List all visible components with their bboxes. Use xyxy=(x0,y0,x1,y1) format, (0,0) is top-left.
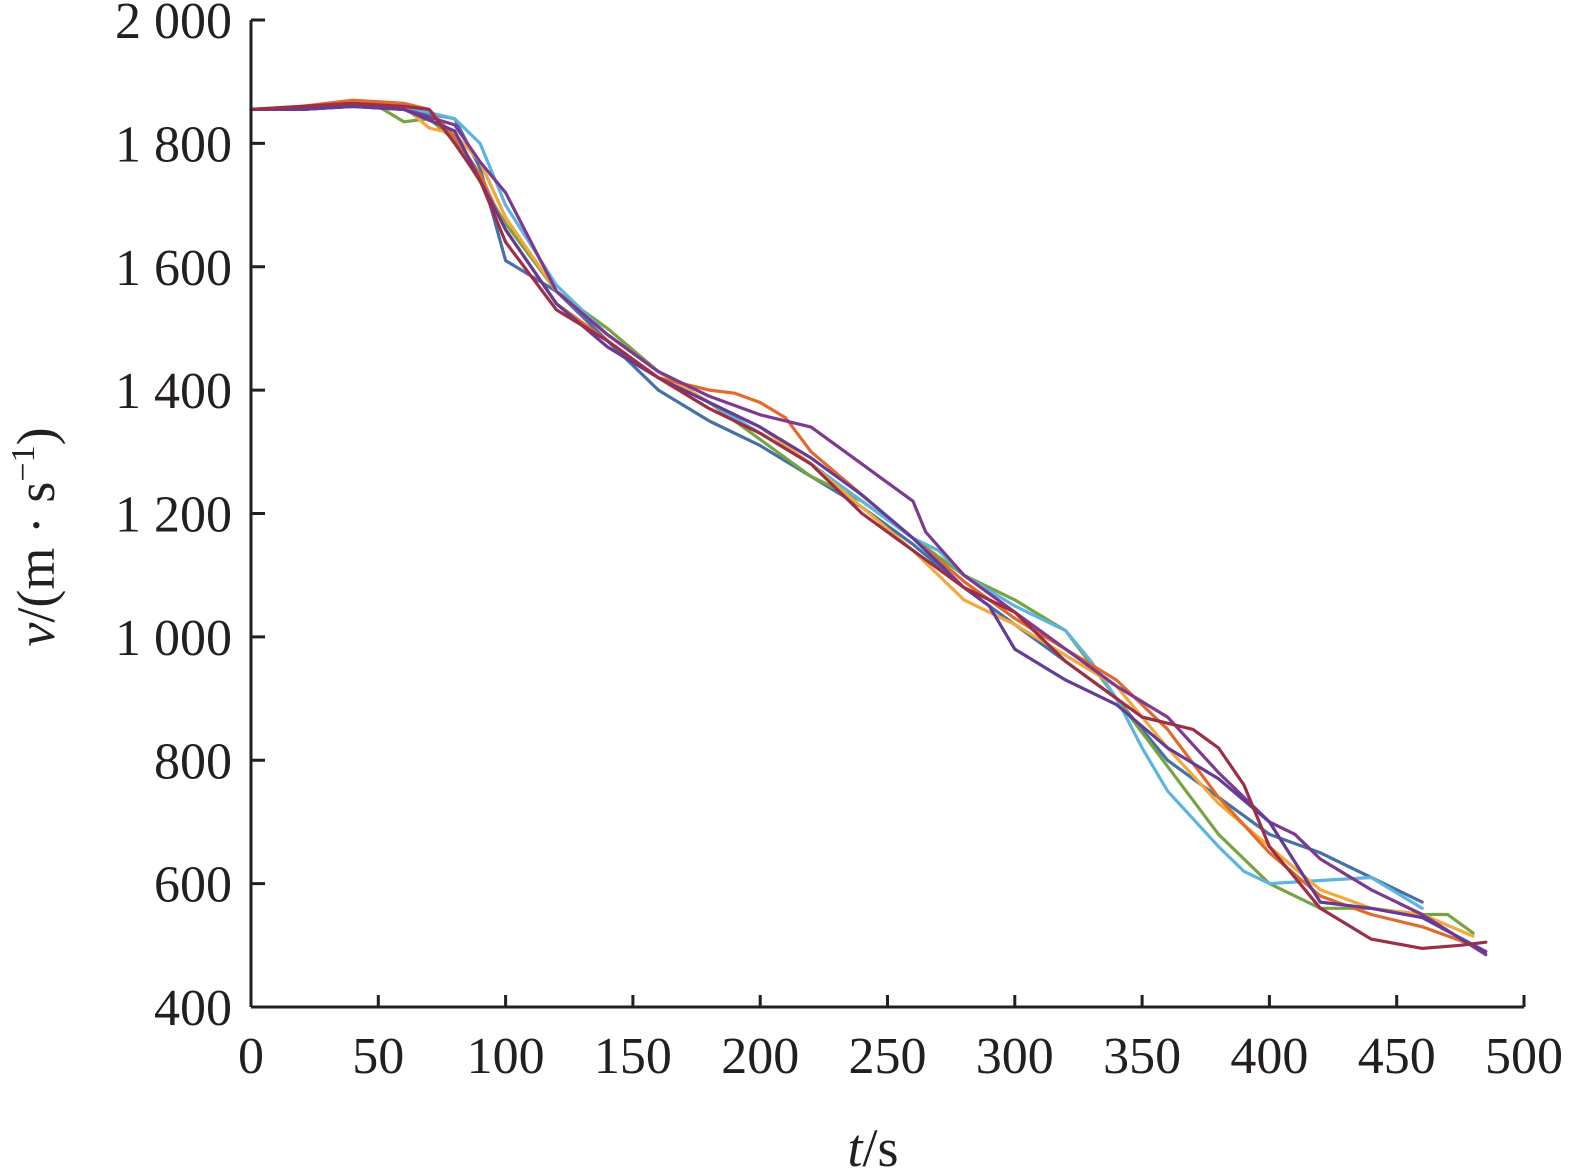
x-tick-label: 200 xyxy=(721,1028,799,1085)
series-line-6 xyxy=(249,104,1488,957)
y-tick-label: 2 000 xyxy=(115,0,232,50)
x-tick-label: 500 xyxy=(1485,1028,1563,1085)
y-tick-label: 1 600 xyxy=(115,240,232,297)
series-line-1 xyxy=(249,104,1424,904)
y-tick-label: 1 200 xyxy=(115,487,232,544)
y-axis-title: v/(m · s−1) xyxy=(5,427,66,646)
series-line-7 xyxy=(249,104,1488,954)
series-line-2 xyxy=(249,104,1475,935)
x-tick-label: 350 xyxy=(1103,1028,1181,1085)
y-tick-label: 1 400 xyxy=(115,363,232,420)
y-tick-label: 600 xyxy=(154,857,232,914)
x-tick-label: 400 xyxy=(1230,1028,1308,1085)
x-tick-label: 300 xyxy=(976,1028,1054,1085)
y-tick-label: 800 xyxy=(154,733,232,790)
x-axis-title: t/s xyxy=(847,1118,898,1174)
series-line-4 xyxy=(249,101,1475,938)
y-tick-label: 400 xyxy=(154,980,232,1037)
x-tick-label: 50 xyxy=(352,1028,404,1085)
x-tick-label: 100 xyxy=(467,1028,545,1085)
series-line-8 xyxy=(249,101,1488,951)
x-tick-label: 450 xyxy=(1358,1028,1436,1085)
ticks: 0 50 100 150 200 250 300 350 400 450 500 400 600 800 1… xyxy=(115,0,1563,1085)
series-layer xyxy=(249,98,1488,957)
x-tick-label: 0 xyxy=(238,1028,264,1085)
x-tick-label: 150 xyxy=(594,1028,672,1085)
series-line-5 xyxy=(249,98,1475,947)
x-tick-label: 250 xyxy=(849,1028,927,1085)
y-tick-label: 1 000 xyxy=(115,610,232,667)
y-tick-label: 1 800 xyxy=(115,116,232,173)
